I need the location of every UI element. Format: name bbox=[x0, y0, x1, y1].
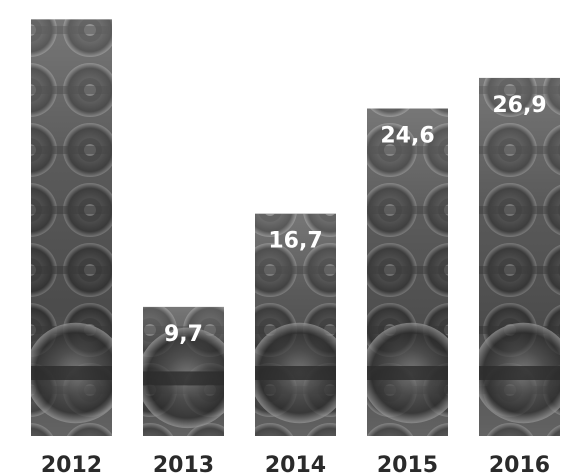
axle-graphic bbox=[255, 366, 336, 380]
axle-graphic bbox=[367, 366, 448, 380]
bar-2015 bbox=[367, 108, 448, 436]
tick-label-2016: 2016 bbox=[489, 453, 550, 475]
axle-graphic bbox=[479, 366, 560, 380]
value-labels-layer: 9,7 16,7 24,6 26,9 bbox=[164, 93, 547, 347]
tick-label-2014: 2014 bbox=[265, 453, 326, 475]
tick-label-2015: 2015 bbox=[377, 453, 438, 475]
tick-label-2012: 2012 bbox=[41, 453, 102, 475]
bars-layer bbox=[31, 19, 560, 437]
value-label-2014: 16,7 bbox=[268, 229, 322, 254]
value-label-2013: 9,7 bbox=[164, 322, 203, 347]
x-axis-ticks: 2012 2013 2014 2015 2016 bbox=[41, 453, 550, 475]
value-label-2016: 26,9 bbox=[492, 93, 546, 118]
axle-graphic bbox=[143, 371, 224, 386]
axle-graphic bbox=[31, 366, 112, 380]
tick-label-2013: 2013 bbox=[153, 453, 214, 475]
bar-2012 bbox=[31, 19, 112, 436]
value-label-2015: 24,6 bbox=[380, 124, 434, 149]
bar-2013 bbox=[143, 306, 224, 436]
bar-2016 bbox=[479, 77, 560, 437]
bar-2014 bbox=[255, 213, 336, 436]
